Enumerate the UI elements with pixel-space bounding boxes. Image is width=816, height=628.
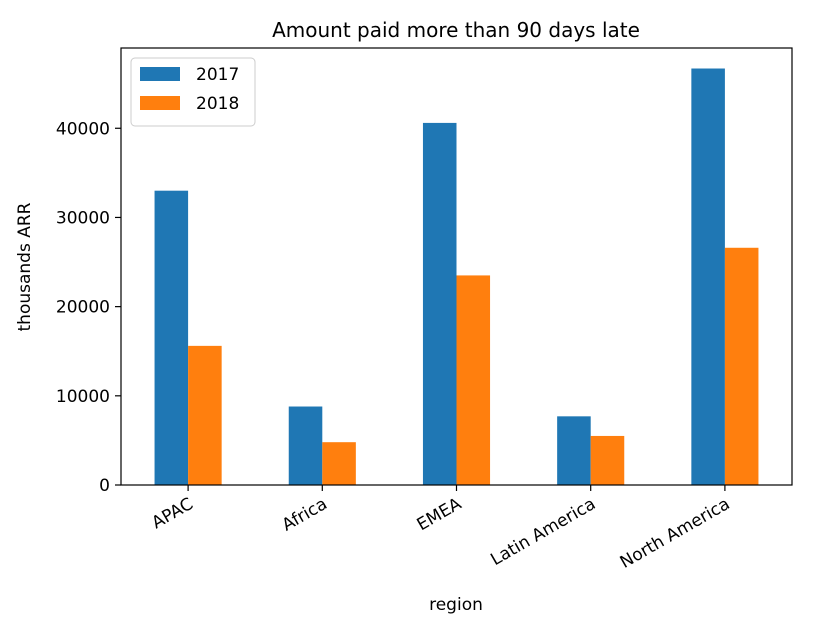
y-tick-label: 0 bbox=[99, 476, 110, 496]
x-tick-label: EMEA bbox=[414, 494, 466, 535]
y-tick-label: 10000 bbox=[56, 387, 110, 407]
bar-2017-emea bbox=[422, 122, 457, 485]
bar-2017-apac bbox=[154, 190, 189, 485]
x-tick-label: North America bbox=[617, 494, 734, 573]
y-axis-title: thousands ARR bbox=[15, 202, 35, 331]
bar-2018-north-america bbox=[724, 247, 759, 485]
y-tick-label: 30000 bbox=[56, 208, 110, 228]
bar-2017-north-america bbox=[691, 68, 725, 485]
bars-layer bbox=[154, 68, 759, 485]
bar-2018-latin-america bbox=[590, 435, 625, 485]
x-tick-label: Africa bbox=[279, 494, 331, 536]
y-axis: 0 10000 20000 30000 40000 bbox=[56, 119, 121, 496]
legend-label-2017: 2017 bbox=[196, 65, 239, 85]
chart-title: Amount paid more than 90 days late bbox=[272, 18, 640, 42]
legend: 2017 2018 bbox=[130, 57, 256, 127]
y-tick-label: 40000 bbox=[56, 119, 110, 139]
bar-2017-africa bbox=[288, 406, 323, 485]
legend-swatch-2017 bbox=[140, 67, 180, 81]
bar-2018-africa bbox=[322, 442, 356, 485]
legend-swatch-2018 bbox=[140, 96, 180, 110]
x-tick-label: APAC bbox=[148, 494, 196, 533]
x-tick-label: Latin America bbox=[487, 494, 599, 570]
legend-label-2018: 2018 bbox=[196, 94, 239, 114]
bar-2017-latin-america bbox=[557, 416, 591, 485]
plot-frame bbox=[120, 47, 793, 486]
bar-2018-apac bbox=[188, 345, 222, 485]
x-axis: APAC Africa EMEA Latin America North America bbox=[148, 485, 733, 573]
bar-2018-emea bbox=[456, 275, 491, 485]
y-tick-label: 20000 bbox=[56, 298, 110, 318]
x-axis-title: region bbox=[429, 595, 483, 615]
